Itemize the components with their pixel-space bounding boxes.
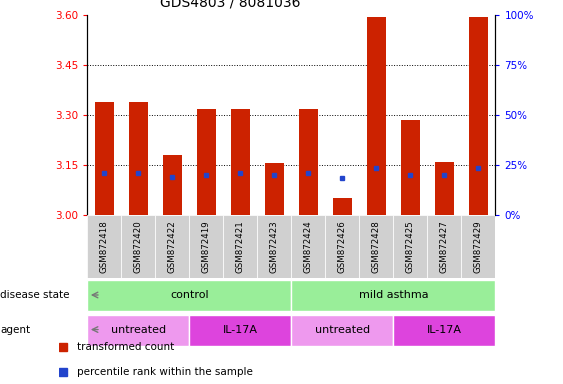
Text: GSM872422: GSM872422: [168, 220, 177, 273]
Text: transformed count: transformed count: [77, 341, 174, 352]
Text: disease state: disease state: [0, 290, 69, 300]
Text: percentile rank within the sample: percentile rank within the sample: [77, 367, 252, 377]
Bar: [435, 162, 454, 215]
Bar: [367, 17, 386, 215]
Bar: [401, 120, 420, 215]
Bar: [462, 215, 495, 278]
Text: GSM872425: GSM872425: [406, 220, 415, 273]
Text: mild asthma: mild asthma: [359, 290, 428, 300]
Text: GSM872421: GSM872421: [236, 220, 245, 273]
Bar: [155, 215, 189, 278]
Bar: [292, 215, 325, 278]
Bar: [299, 109, 318, 215]
Text: GDS4803 / 8081036: GDS4803 / 8081036: [160, 0, 301, 10]
Bar: [265, 164, 284, 215]
Bar: [197, 109, 216, 215]
Text: untreated: untreated: [315, 324, 370, 334]
Text: GSM872427: GSM872427: [440, 220, 449, 273]
Bar: [257, 215, 292, 278]
Text: agent: agent: [0, 324, 30, 334]
Text: GSM872426: GSM872426: [338, 220, 347, 273]
Bar: [87, 315, 189, 346]
Bar: [189, 215, 224, 278]
Text: untreated: untreated: [111, 324, 166, 334]
Text: IL-17A: IL-17A: [223, 324, 258, 334]
Bar: [189, 315, 292, 346]
Bar: [394, 315, 495, 346]
Bar: [427, 215, 462, 278]
Bar: [87, 215, 121, 278]
Bar: [231, 109, 249, 215]
Bar: [95, 102, 114, 215]
Bar: [121, 215, 155, 278]
Text: GSM872419: GSM872419: [202, 220, 211, 273]
Bar: [292, 280, 495, 311]
Text: IL-17A: IL-17A: [427, 324, 462, 334]
Bar: [87, 280, 292, 311]
Text: GSM872418: GSM872418: [100, 220, 109, 273]
Text: GSM872424: GSM872424: [304, 220, 313, 273]
Text: GSM872428: GSM872428: [372, 220, 381, 273]
Text: control: control: [170, 290, 209, 300]
Text: GSM872429: GSM872429: [474, 220, 483, 273]
Bar: [469, 17, 488, 215]
Bar: [224, 215, 257, 278]
Bar: [359, 215, 394, 278]
Bar: [333, 199, 352, 215]
Bar: [163, 155, 182, 215]
Text: GSM872420: GSM872420: [134, 220, 143, 273]
Bar: [394, 215, 427, 278]
Bar: [292, 315, 394, 346]
Bar: [129, 102, 148, 215]
Text: GSM872423: GSM872423: [270, 220, 279, 273]
Bar: [325, 215, 359, 278]
